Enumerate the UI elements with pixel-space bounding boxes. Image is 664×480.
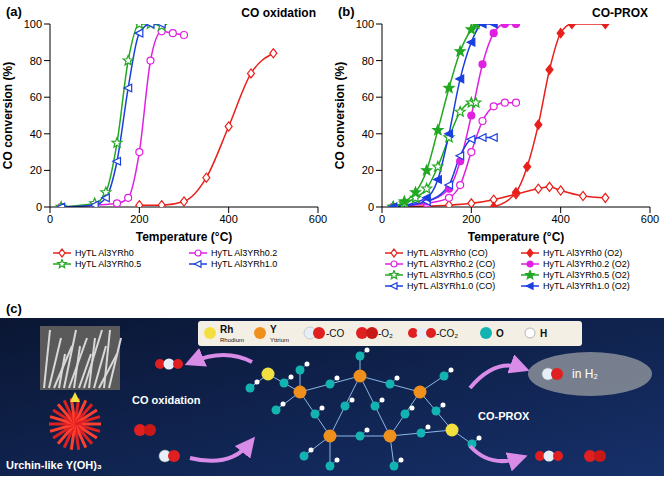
svg-text:Temperature (°C): Temperature (°C) (136, 230, 233, 244)
html-text:HyTL Al3YRh1.0 (O2): HyTL Al3YRh1.0 (O2) (543, 281, 630, 291)
svg-text:200: 200 (130, 213, 148, 225)
svg-text:40: 40 (30, 128, 42, 140)
svg-text:CO conversion (%): CO conversion (%) (1, 62, 15, 169)
svg-text:-O₂: -O₂ (378, 328, 393, 339)
html-text:CO-PROX: CO-PROX (592, 6, 648, 20)
html-text:HyTL Al3YRh0.2 (O2): HyTL Al3YRh0.2 (O2) (543, 259, 630, 269)
svg-text:0: 0 (379, 213, 385, 225)
svg-text:60: 60 (362, 91, 374, 103)
svg-text:Y: Y (270, 324, 277, 335)
html-text:HyTL Al3YRh0.2 (CO): HyTL Al3YRh0.2 (CO) (407, 259, 496, 269)
svg-text:80: 80 (30, 55, 42, 67)
html-text:HyTL Al3YRh0.5: HyTL Al3YRh0.5 (75, 259, 142, 269)
svg-text:20: 20 (362, 164, 374, 176)
svg-text:0: 0 (47, 213, 53, 225)
html-text:HyTL Al3YRh0.2: HyTL Al3YRh0.2 (211, 248, 278, 258)
svg-text:-CO: -CO (326, 328, 345, 339)
svg-text:in H₂: in H₂ (572, 367, 598, 381)
html-text:(c): (c) (6, 301, 22, 316)
svg-text:0: 0 (36, 201, 42, 213)
svg-text:CO oxidation: CO oxidation (132, 394, 201, 406)
html-text:HyTL Al3YRh0 (O2): HyTL Al3YRh0 (O2) (543, 248, 623, 258)
html-text:(a): (a) (6, 4, 22, 19)
svg-text:CO-PROX: CO-PROX (478, 410, 530, 422)
html-text:HyTL Al3YRh0.5 (O2): HyTL Al3YRh0.5 (O2) (543, 270, 630, 280)
svg-text:100: 100 (24, 18, 42, 30)
svg-text:Yttrium: Yttrium (270, 337, 289, 343)
svg-text:400: 400 (551, 213, 569, 225)
html-text:HyTL Al3YRh1.0 (CO): HyTL Al3YRh1.0 (CO) (407, 281, 496, 291)
svg-text:100: 100 (356, 18, 374, 30)
svg-text:400: 400 (219, 213, 237, 225)
svg-text:20: 20 (30, 164, 42, 176)
html-text:HyTL Al3YRh1.0: HyTL Al3YRh1.0 (211, 259, 278, 269)
svg-text:O: O (496, 328, 504, 339)
svg-text:Rh: Rh (220, 324, 233, 335)
svg-text:200: 200 (462, 213, 480, 225)
svg-text:Rhodium: Rhodium (220, 337, 244, 343)
html-text:HyTL Al3YRh0.5 (CO): HyTL Al3YRh0.5 (CO) (407, 270, 496, 280)
html-text:(b): (b) (338, 4, 355, 19)
svg-text:40: 40 (362, 128, 374, 140)
svg-text:Temperature (°C): Temperature (°C) (468, 230, 565, 244)
html-text:HyTL Al3YRh0 (CO): HyTL Al3YRh0 (CO) (407, 248, 488, 258)
svg-text:600: 600 (641, 213, 659, 225)
html-text:HyTL Al3YRh0: HyTL Al3YRh0 (75, 248, 134, 258)
svg-text:H: H (540, 328, 547, 339)
svg-text:60: 60 (30, 91, 42, 103)
html-text:CO oxidation: CO oxidation (241, 6, 316, 20)
svg-text:-CO₂: -CO₂ (436, 328, 458, 339)
svg-text:0: 0 (368, 201, 374, 213)
svg-text:Urchin-like Y(OH)₃: Urchin-like Y(OH)₃ (6, 459, 102, 471)
svg-text:CO conversion (%): CO conversion (%) (333, 62, 347, 169)
svg-text:80: 80 (362, 55, 374, 67)
svg-text:600: 600 (309, 213, 327, 225)
